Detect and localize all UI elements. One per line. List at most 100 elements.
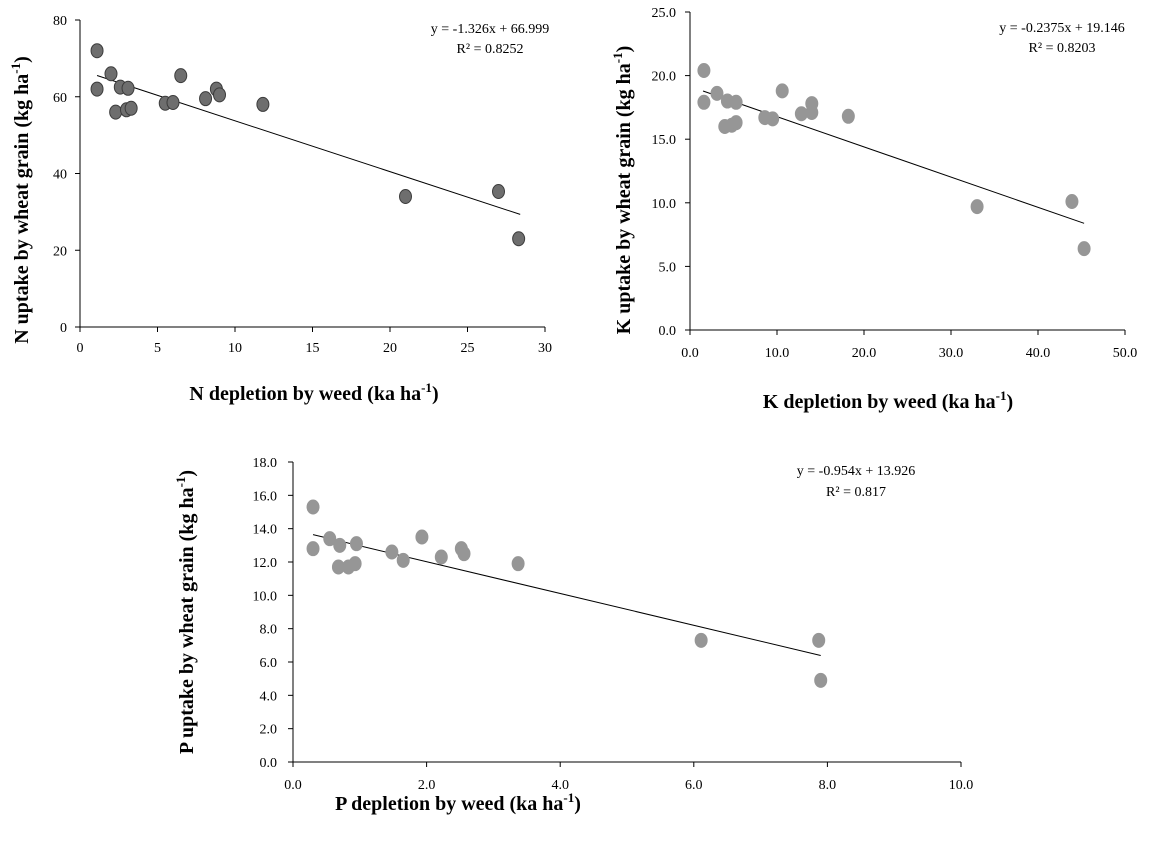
y-tick-label: 14.0 — [253, 523, 278, 538]
y-tick-label: 0.0 — [659, 324, 677, 339]
data-point — [323, 531, 337, 547]
x-tick-label: 6.0 — [685, 778, 703, 793]
y-tick-label: 0.0 — [260, 756, 278, 771]
x-tick-label: 8.0 — [819, 778, 837, 793]
data-point — [385, 544, 399, 560]
y-tick-label: 16.0 — [253, 489, 278, 504]
chart-k-x-axis-title: K depletion by weed (ka ha-1) — [763, 388, 1013, 413]
chart-k-y-axis-title: K uptake by wheat grain (kg ha-1) — [610, 46, 635, 335]
data-point — [1077, 241, 1091, 257]
data-point — [121, 80, 135, 96]
data-point — [434, 549, 448, 565]
data-point — [511, 556, 525, 572]
chart-n: 0 5 10 15 20 25 30 0 20 40 60 80 y = -1.326x + 66.99… — [8, 14, 552, 405]
y-tick-label: 25.0 — [652, 6, 677, 21]
chart-n-trendline — [96, 75, 521, 215]
data-point — [812, 632, 826, 648]
data-point — [775, 83, 789, 99]
data-point — [710, 85, 724, 101]
data-point — [457, 546, 471, 562]
y-tick-label: 2.0 — [260, 723, 278, 738]
y-tick-label: 6.0 — [260, 656, 278, 671]
data-point — [104, 66, 118, 82]
x-tick-label: 40.0 — [1026, 346, 1051, 361]
data-point — [333, 537, 347, 553]
chart-p-r-squared: R² = 0.817 — [826, 485, 886, 500]
y-tick-label: 10.0 — [253, 589, 278, 604]
chart-p-y-axis-title: P uptake by wheat grain (kg ha-1) — [173, 470, 198, 754]
y-tick-label: 15.0 — [652, 133, 677, 148]
chart-n-r-squared: R² = 0.8252 — [457, 42, 524, 57]
x-tick-label: 20 — [383, 341, 397, 356]
data-point — [399, 189, 412, 205]
data-point — [492, 184, 505, 200]
data-point — [256, 96, 270, 112]
y-tick-label: 20 — [53, 244, 67, 259]
data-point — [697, 63, 711, 79]
x-tick-label: 30 — [538, 341, 552, 356]
x-tick-label: 25 — [461, 341, 475, 356]
chart-n-equation: y = -1.326x + 66.999 — [431, 22, 549, 37]
chart-n-y-axis-title: N uptake by wheat grain (kg ha-1) — [8, 56, 33, 344]
data-point — [306, 541, 320, 557]
data-point — [694, 632, 708, 648]
data-point — [199, 91, 213, 107]
x-tick-label: 10.0 — [949, 778, 974, 793]
y-tick-label: 80 — [53, 14, 67, 29]
data-point — [805, 104, 819, 120]
x-tick-label: 30.0 — [939, 346, 964, 361]
data-point — [970, 199, 984, 215]
y-tick-label: 8.0 — [260, 623, 278, 638]
data-point — [213, 87, 226, 103]
chart-n-x-axis-title: N depletion by weed (ka ha-1) — [189, 380, 438, 405]
x-tick-label: 15 — [306, 341, 320, 356]
y-tick-label: 4.0 — [260, 689, 278, 704]
data-point — [349, 536, 363, 552]
chart-k-r-squared: R² = 0.8203 — [1029, 41, 1096, 56]
chart-p-x-axis-title: P depletion by weed (ka ha-1) — [335, 790, 581, 815]
data-point — [512, 231, 526, 247]
x-tick-label: 50.0 — [1113, 346, 1138, 361]
x-tick-label: 2.0 — [418, 778, 436, 793]
x-tick-label: 10.0 — [765, 346, 790, 361]
y-tick-label: 5.0 — [659, 260, 677, 275]
y-tick-label: 12.0 — [253, 556, 278, 571]
data-point — [396, 552, 410, 568]
x-tick-label: 4.0 — [551, 778, 569, 793]
chart-k: 0.0 10.0 20.0 30.0 40.0 50.0 0.0 5.0 10.0 15.0 20.… — [610, 6, 1137, 413]
data-point — [90, 43, 104, 59]
y-tick-label: 20.0 — [652, 70, 677, 85]
chart-p-equation: y = -0.954x + 13.926 — [797, 464, 915, 479]
x-tick-label: 20.0 — [852, 346, 877, 361]
y-tick-label: 0 — [60, 321, 67, 336]
data-point — [729, 94, 743, 110]
data-point — [174, 68, 188, 84]
x-tick-label: 10 — [228, 341, 242, 356]
x-tick-label: 5 — [154, 341, 161, 356]
data-point — [415, 529, 429, 545]
data-point — [729, 115, 743, 131]
data-point — [124, 100, 138, 116]
x-tick-label: 0.0 — [681, 346, 699, 361]
y-tick-label: 10.0 — [652, 197, 677, 212]
data-point — [697, 94, 711, 110]
chart-p: 0.0 2.0 4.0 6.0 8.0 10.0 0.0 2.0 4.0 6.0 8.0 10.0 12… — [173, 456, 973, 815]
chart-k-equation: y = -0.2375x + 19.146 — [999, 21, 1124, 36]
data-point — [109, 104, 123, 120]
y-tick-label: 60 — [53, 91, 67, 106]
data-point — [306, 499, 320, 515]
chart-k-trendline — [702, 90, 1085, 224]
x-tick-label: 0.0 — [284, 778, 302, 793]
y-tick-label: 40 — [53, 168, 67, 183]
data-point — [166, 95, 180, 111]
data-point — [90, 81, 104, 97]
data-point — [1065, 194, 1079, 210]
y-tick-label: 18.0 — [253, 456, 278, 471]
data-point — [766, 111, 780, 127]
x-tick-label: 0 — [77, 341, 84, 356]
data-point — [348, 556, 362, 572]
data-point — [814, 672, 828, 688]
data-point — [841, 108, 855, 124]
